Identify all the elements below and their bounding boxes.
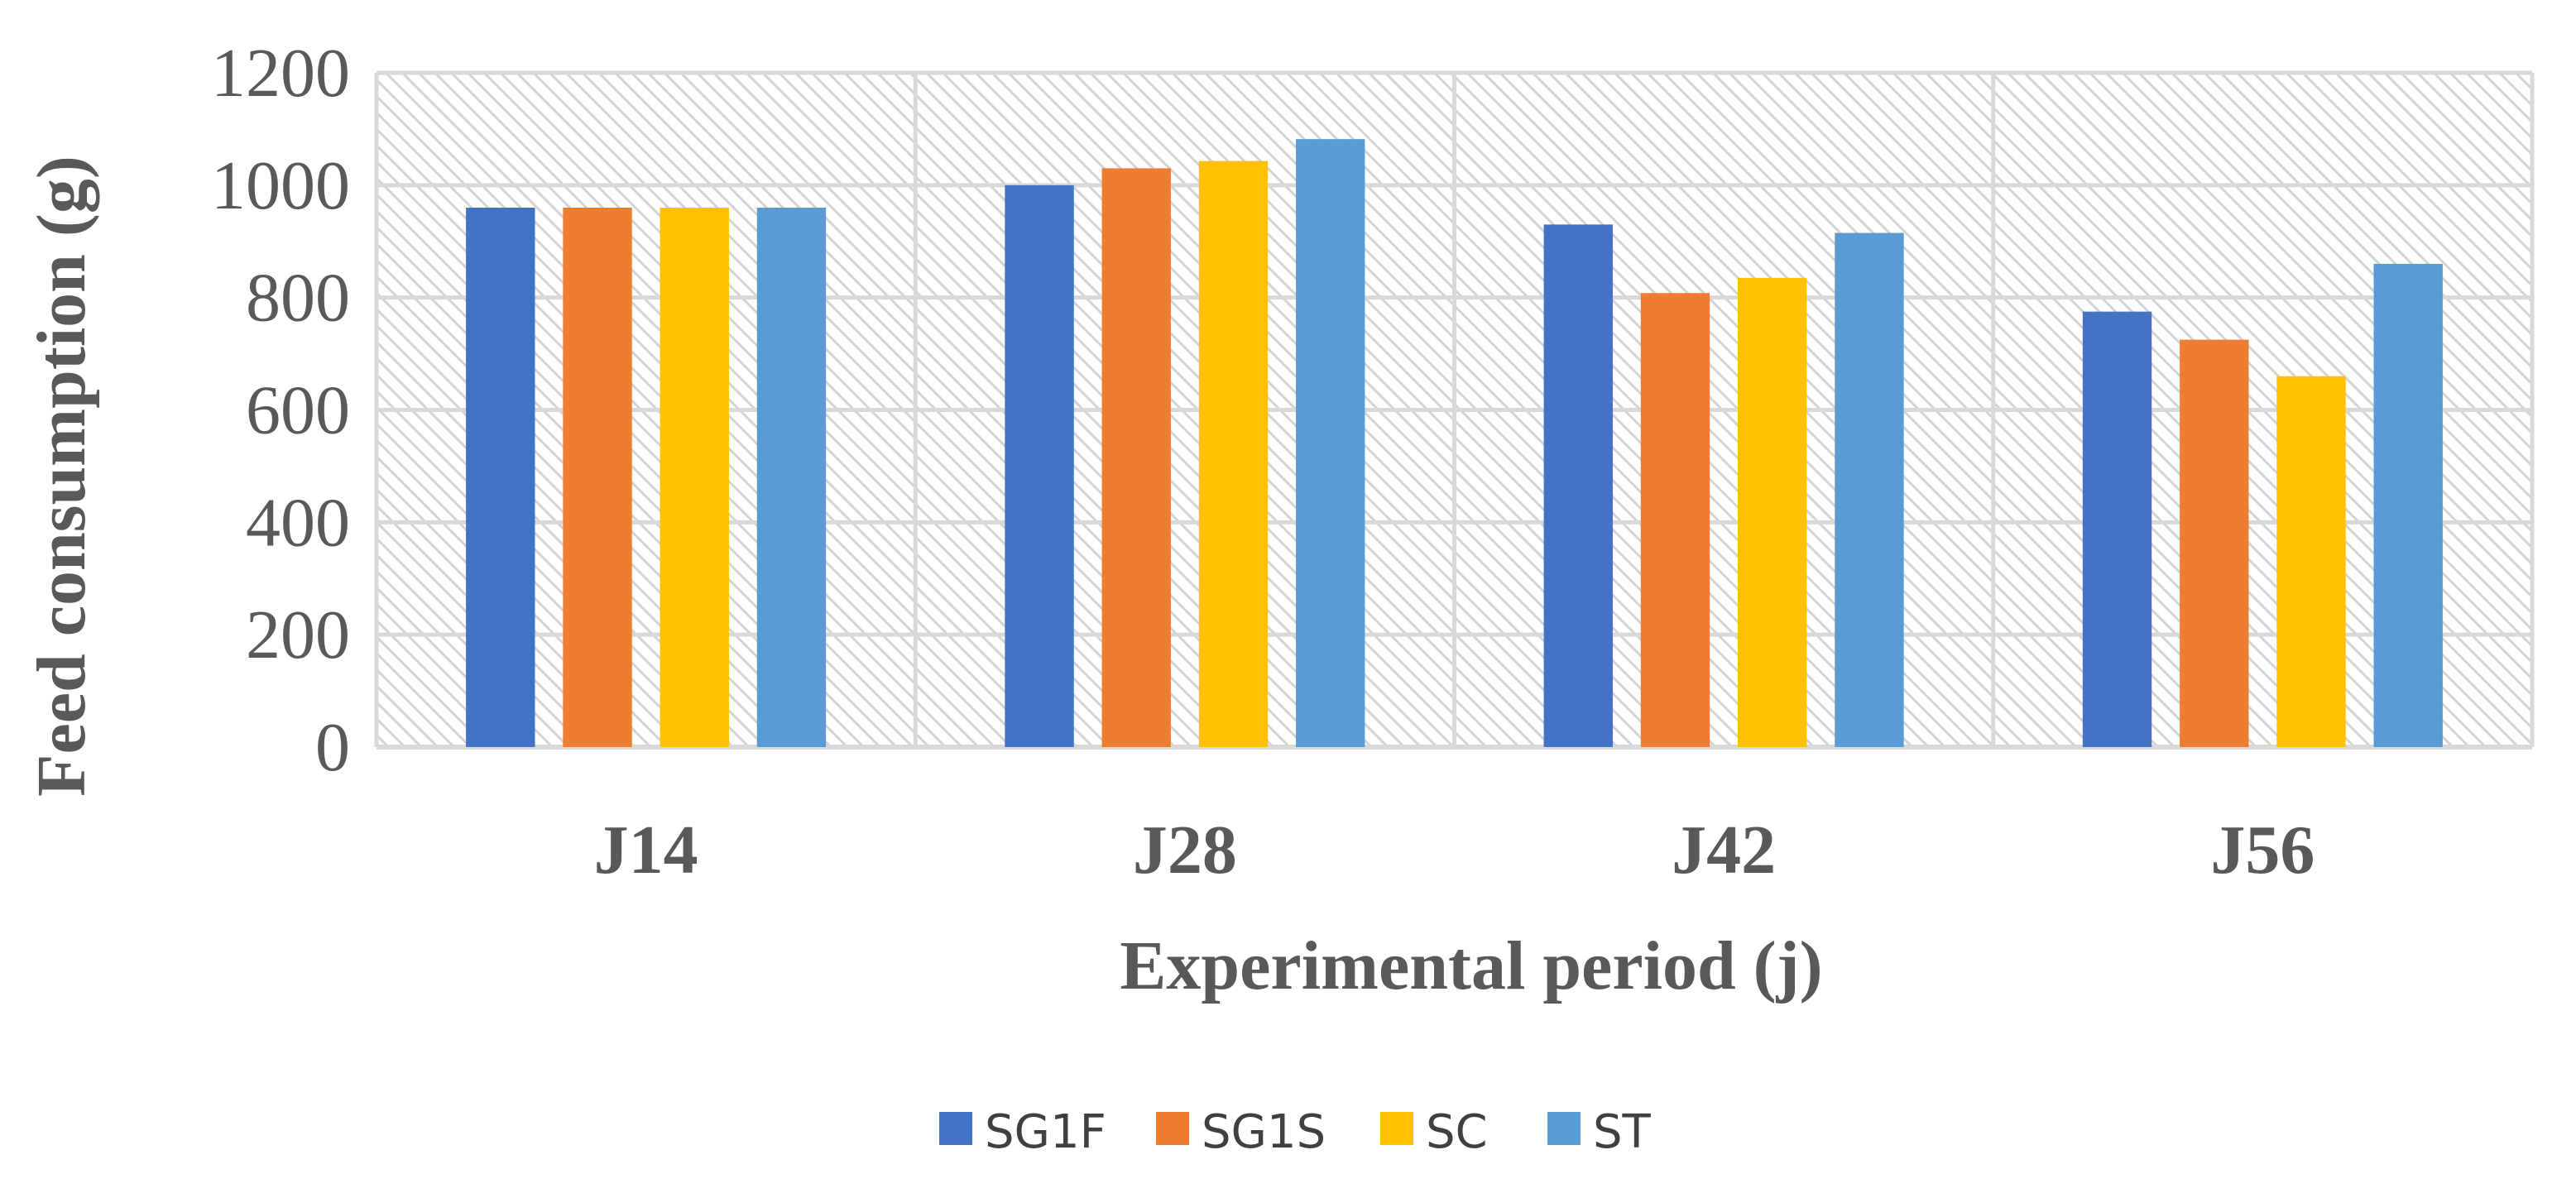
bar-sg1f-j42 [1543, 224, 1613, 747]
x-axis-category-labels: J14 J28 J42 J56 [594, 812, 2315, 889]
y-axis-title: Feed consumption (g) [23, 156, 100, 797]
bar-st-j56 [2373, 263, 2443, 748]
bar-sg1s-j56 [2180, 339, 2249, 747]
bar-sg1s-j14 [563, 208, 632, 747]
y-tick-label: 400 [246, 484, 350, 561]
bar-sc-j14 [660, 208, 729, 747]
legend-label-sg1s: SG1S [1202, 1105, 1326, 1159]
legend-label-sc: SC [1426, 1105, 1488, 1159]
x-category-label: J14 [594, 812, 698, 889]
legend-swatch-st [1547, 1112, 1581, 1145]
y-tick-label: 0 [315, 709, 350, 786]
y-tick-label: 600 [246, 372, 350, 449]
x-category-label: J56 [2210, 812, 2315, 889]
x-category-label: J28 [1133, 812, 1237, 889]
legend-swatch-sc [1380, 1112, 1413, 1145]
y-tick-label: 1200 [211, 35, 350, 112]
gridlines [374, 70, 2535, 750]
bar-sc-j42 [1738, 277, 1807, 747]
x-category-label: J42 [1672, 812, 1776, 889]
bar-sg1s-j28 [1101, 168, 1171, 748]
y-tick-label: 200 [246, 596, 350, 673]
y-tick-label: 1000 [211, 147, 350, 224]
x-axis-title: Experimental period (j) [1120, 927, 1822, 1004]
y-axis-tick-labels: 0 200 400 600 800 1000 1200 [211, 35, 350, 786]
legend-swatch-sg1s [1156, 1112, 1189, 1145]
bars [466, 139, 2443, 748]
bar-sg1f-j56 [2082, 311, 2152, 747]
legend-label-st: ST [1593, 1105, 1652, 1159]
bar-st-j28 [1296, 139, 1365, 747]
bar-st-j14 [756, 208, 827, 747]
bar-sg1s-j42 [1640, 293, 1710, 747]
legend-label-sg1f: SG1F [985, 1105, 1106, 1159]
legend-swatch-sg1f [939, 1112, 972, 1145]
y-tick-label: 800 [246, 260, 350, 337]
bar-sg1f-j28 [1005, 184, 1074, 748]
legend: SG1F SG1S SC ST [939, 1105, 1652, 1159]
bar-st-j42 [1835, 232, 1904, 747]
bar-sc-j28 [1198, 161, 1269, 748]
bar-sc-j56 [2276, 376, 2346, 747]
bar-sg1f-j14 [466, 208, 535, 747]
